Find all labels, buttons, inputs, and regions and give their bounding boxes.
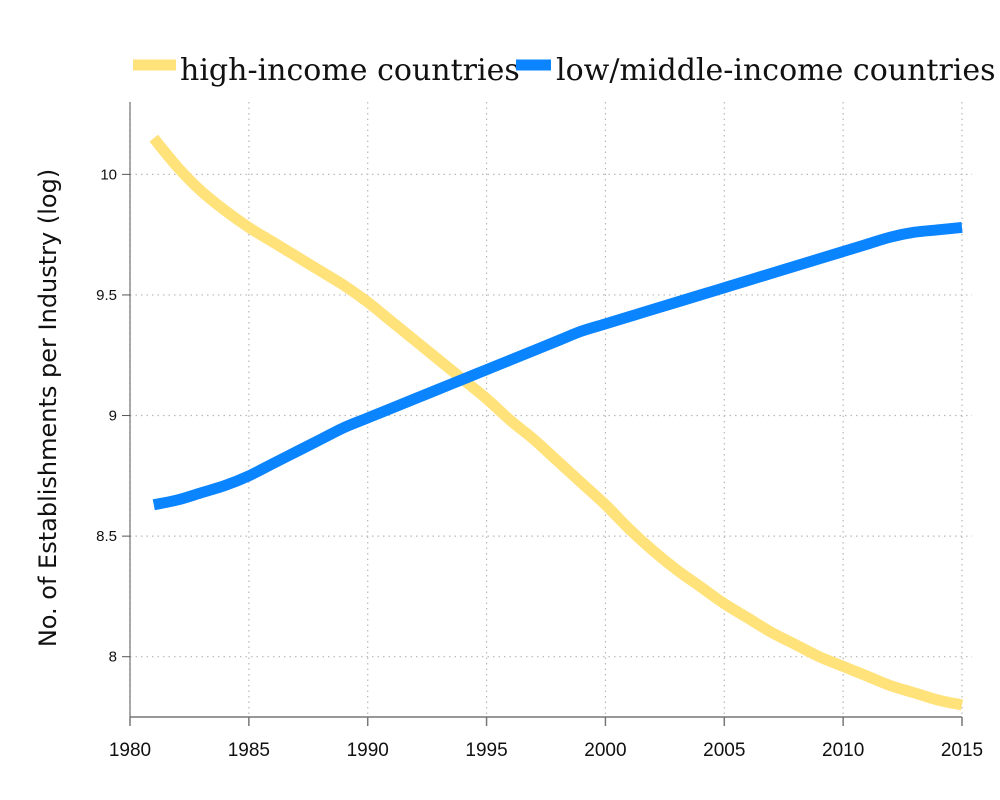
x-tick-label-2005: 2005 <box>703 740 745 761</box>
series-line-low-middle-income <box>152 221 963 511</box>
legend: high-income countries low/middle-income c… <box>133 53 996 88</box>
y-tick-label-8: 8 <box>109 649 117 666</box>
series-layer <box>149 134 964 711</box>
x-tick-label-2010: 2010 <box>822 740 864 761</box>
x-tick-label-1990: 1990 <box>347 740 389 761</box>
legend-label-high-income: high-income countries <box>180 53 520 88</box>
x-tick-label-1980: 1980 <box>109 740 151 761</box>
y-tick-label-9: 9 <box>109 408 117 425</box>
y-axis-title: No. of Establishments per Industry (log) <box>34 169 62 647</box>
legend-label-low-middle-income: low/middle-income countries <box>556 53 996 88</box>
axis-layer: 1980 1985 1990 1995 2000 2005 2010 2015 8 8.5 9 9.5… <box>96 102 983 761</box>
y-tick-label-8.5: 8.5 <box>96 528 117 545</box>
x-tick-label-1995: 1995 <box>465 740 507 761</box>
series-line-high-income <box>149 134 964 711</box>
x-tick-label-1985: 1985 <box>228 740 270 761</box>
grid-layer <box>129 102 972 717</box>
y-tick-label-9.5: 9.5 <box>96 287 117 304</box>
x-tick-label-2000: 2000 <box>584 740 626 761</box>
y-tick-label-10: 10 <box>100 166 117 183</box>
x-tick-label-2015: 2015 <box>941 740 983 761</box>
